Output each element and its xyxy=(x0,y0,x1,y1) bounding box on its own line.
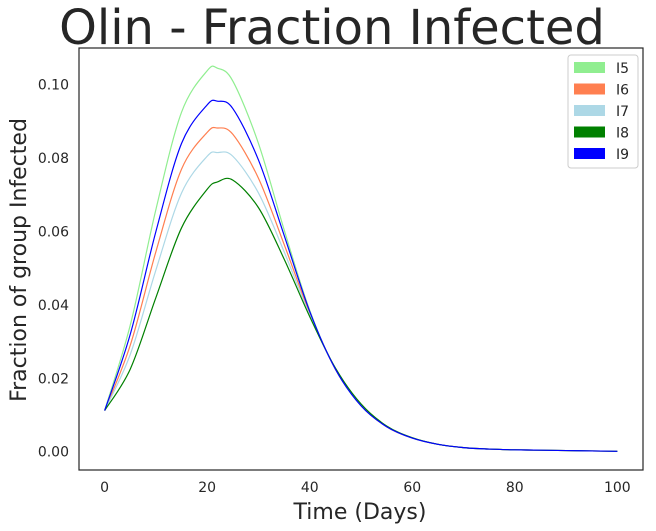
series-lines xyxy=(104,65,618,452)
legend-swatch-i7 xyxy=(574,105,605,116)
chart-title: Olin - Fraction Infected xyxy=(59,0,605,56)
y-axis-label: Fraction of group Infected xyxy=(7,118,32,402)
legend-swatch-i6 xyxy=(574,83,605,95)
series-line-i9 xyxy=(104,99,618,452)
legend-label-i9: I9 xyxy=(616,147,629,163)
legend-swatch-i5 xyxy=(574,62,605,73)
x-tick-label: 80 xyxy=(506,480,524,496)
legend-label-i7: I7 xyxy=(616,104,629,120)
y-tick-label: 0.10 xyxy=(38,78,69,94)
legend: I5 I6 I7 I8 I9 xyxy=(567,54,639,169)
y-tick-label: 0.04 xyxy=(38,298,69,314)
y-tick-label: 0.00 xyxy=(38,445,69,461)
x-tick-label: 60 xyxy=(403,480,421,496)
plot-area xyxy=(78,47,644,471)
plot-frame xyxy=(78,47,644,471)
y-tick-label: 0.06 xyxy=(38,224,69,240)
x-tick-label: 20 xyxy=(198,480,216,496)
x-axis-label: Time (Days) xyxy=(293,500,427,525)
x-tick-label: 100 xyxy=(604,480,631,496)
legend-swatch-i9 xyxy=(574,148,605,159)
legend-label-i6: I6 xyxy=(616,83,629,99)
x-tick-label: 0 xyxy=(100,480,109,496)
x-tick-label: 40 xyxy=(301,480,319,496)
legend-label-i8: I8 xyxy=(616,126,629,142)
legend-swatch-i8 xyxy=(574,126,605,138)
y-tick-label: 0.02 xyxy=(38,371,69,387)
y-tick-label: 0.08 xyxy=(38,151,69,167)
x-axis: 0 20 40 60 80 100 xyxy=(100,480,631,496)
legend-label-i5: I5 xyxy=(616,61,629,77)
y-axis: 0.00 0.02 0.04 0.06 0.08 0.10 xyxy=(38,78,69,461)
